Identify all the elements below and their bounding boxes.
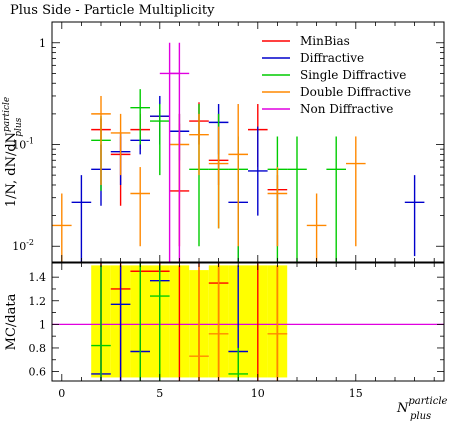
ratio-point-0-7	[257, 263, 259, 381]
y-tick-label-0: 10-2	[12, 238, 34, 253]
ratio-point-2-3	[228, 347, 248, 381]
point-3-1	[91, 95, 111, 185]
ratio-axis-label: MC/data	[4, 293, 19, 350]
ratio-point-2-2	[150, 265, 170, 381]
x-tick-label-2: 10	[251, 387, 265, 400]
point-3-6	[208, 126, 229, 229]
ratio-point-2-0	[91, 265, 111, 381]
ratio-point-3-1	[208, 265, 229, 381]
main-frame	[51, 21, 445, 263]
x-tick-label-0: 0	[58, 387, 65, 400]
point-3-2	[110, 113, 131, 176]
ratio-point-3-0	[189, 265, 209, 381]
legend-label-3: Double Diffractive	[300, 85, 411, 99]
point-3-7	[228, 104, 248, 247]
point-3-10	[346, 136, 366, 247]
ratio-point-0-4	[178, 265, 181, 381]
x-tick-label-3: 15	[349, 387, 363, 400]
point-1-9	[404, 175, 425, 257]
legend-label-0: MinBias	[300, 34, 350, 48]
point-3-9	[306, 193, 327, 262]
ratio-tick-label-0: 0.6	[29, 366, 47, 379]
point-3-3	[130, 167, 150, 247]
y-axis-label: 1/N, dN/dNparticle plus	[2, 97, 24, 207]
point-2-7	[287, 136, 307, 262]
ratio-tick-label-3: 1.2	[29, 295, 47, 308]
ratio-tick-label-4: 1.4	[29, 271, 47, 284]
legend-label-1: Diffractive	[300, 51, 364, 65]
point-2-8	[326, 136, 346, 262]
ratio-point-1-1	[110, 265, 131, 381]
x-tick-label-1: 5	[156, 387, 163, 400]
point-1-0	[71, 175, 92, 262]
legend: MinBias Diffractive Single Diffractive Doub…	[262, 34, 411, 116]
x-axis-label: Nparticle plus	[396, 396, 448, 422]
ratio-point-3-2	[267, 265, 288, 381]
point-1-8	[248, 126, 268, 216]
chart-title: Plus Side - Particle Multiplicity	[10, 3, 215, 18]
point-2-2	[150, 104, 170, 176]
point-4-0	[159, 42, 180, 262]
axis-ticks	[52, 22, 444, 381]
ratio-plot	[52, 263, 444, 381]
plot-frames	[51, 21, 445, 382]
ratio-frame	[51, 262, 445, 382]
point-2-1	[130, 89, 150, 145]
y-tick-label-2: 1	[39, 37, 46, 50]
ratio-point-2-1	[139, 263, 141, 381]
point-3-8	[267, 167, 288, 247]
legend-label-2: Single Diffractive	[300, 68, 406, 82]
point-4-1	[169, 42, 190, 262]
point-3-5	[189, 113, 209, 176]
ratio-tick-label-1: 0.8	[29, 342, 47, 355]
ratio-tick-label-2: 1	[39, 318, 46, 331]
legend-label-4: Non Diffractive	[300, 102, 393, 116]
